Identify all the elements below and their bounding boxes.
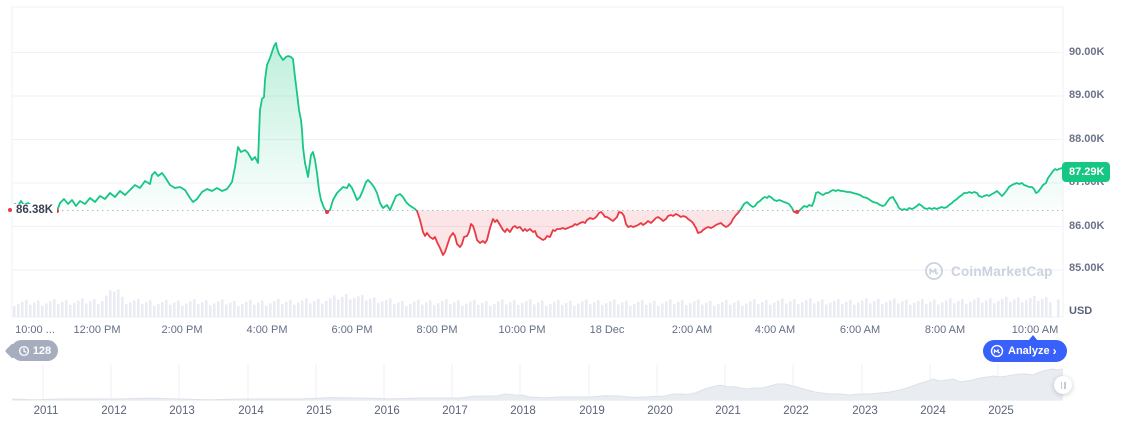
coinmarketcap-watermark: CoinMarketCap — [924, 261, 1053, 281]
pause-icon — [1060, 381, 1062, 389]
x-axis-tick: 10:00 ... — [15, 324, 55, 336]
x-axis-tick: 10:00 AM — [1011, 324, 1059, 336]
year-label: 2013 — [169, 405, 195, 417]
year-label: 2012 — [101, 405, 127, 417]
year-label: 2014 — [238, 405, 264, 417]
x-axis-tick: 12:00 PM — [73, 324, 121, 336]
year-label: 2021 — [715, 405, 741, 417]
history-count: 128 — [32, 344, 52, 357]
x-axis-tick: 10:00 PM — [498, 324, 546, 336]
x-axis-tick: 6:00 AM — [839, 324, 881, 336]
year-label: 2025 — [988, 405, 1014, 417]
y-axis-tick: 86.00K — [1069, 220, 1105, 232]
year-label: 2023 — [852, 405, 878, 417]
year-label: 2019 — [579, 405, 605, 417]
history-clock-icon — [18, 345, 29, 356]
coinmarketcap-logo-icon — [990, 344, 1004, 358]
year-label: 2015 — [306, 405, 332, 417]
year-label: 2022 — [783, 405, 809, 417]
year-label: 2016 — [374, 405, 400, 417]
pause-icon — [1064, 381, 1066, 389]
x-axis-tick: 18 Dec — [589, 324, 625, 336]
y-axis-tick: 88.00K — [1069, 133, 1105, 145]
watermark-text: CoinMarketCap — [951, 263, 1053, 279]
open-price-label: 86.38K — [6, 204, 58, 216]
year-label: 2011 — [33, 405, 59, 417]
history-count-badge[interactable]: 128 — [11, 340, 58, 361]
analyze-label: Analyze — [1008, 345, 1050, 357]
x-axis-tick: 4:00 PM — [246, 324, 288, 336]
year-label: 2017 — [442, 405, 468, 417]
y-axis-tick: 89.00K — [1069, 89, 1105, 101]
year-label: 2020 — [647, 405, 673, 417]
y-axis-tick: 85.00K — [1069, 262, 1105, 274]
open-price-value: 86.38K — [16, 204, 54, 216]
analyze-button[interactable]: Analyze › — [983, 335, 1067, 362]
x-axis-tick: 8:00 PM — [416, 324, 458, 336]
x-axis-tick: 4:00 AM — [754, 324, 796, 336]
year-label: 2024 — [920, 405, 946, 417]
timeline-range-handle[interactable] — [1054, 376, 1072, 394]
chevron-right-icon: › — [1052, 344, 1057, 358]
x-axis-tick: 2:00 AM — [671, 324, 713, 336]
year-label: 2018 — [510, 405, 536, 417]
price-marker-dot — [8, 208, 12, 212]
x-axis-tick: 8:00 AM — [924, 324, 966, 336]
y-axis-tick: USD — [1069, 305, 1093, 317]
current-price-value: 87.29K — [1069, 166, 1105, 178]
coinmarketcap-logo-icon — [925, 262, 943, 280]
x-axis-tick: 2:00 PM — [161, 324, 203, 336]
current-price-badge: 87.29K — [1062, 162, 1110, 182]
y-axis-tick: 90.00K — [1069, 46, 1105, 58]
x-axis-tick: 6:00 PM — [331, 324, 373, 336]
